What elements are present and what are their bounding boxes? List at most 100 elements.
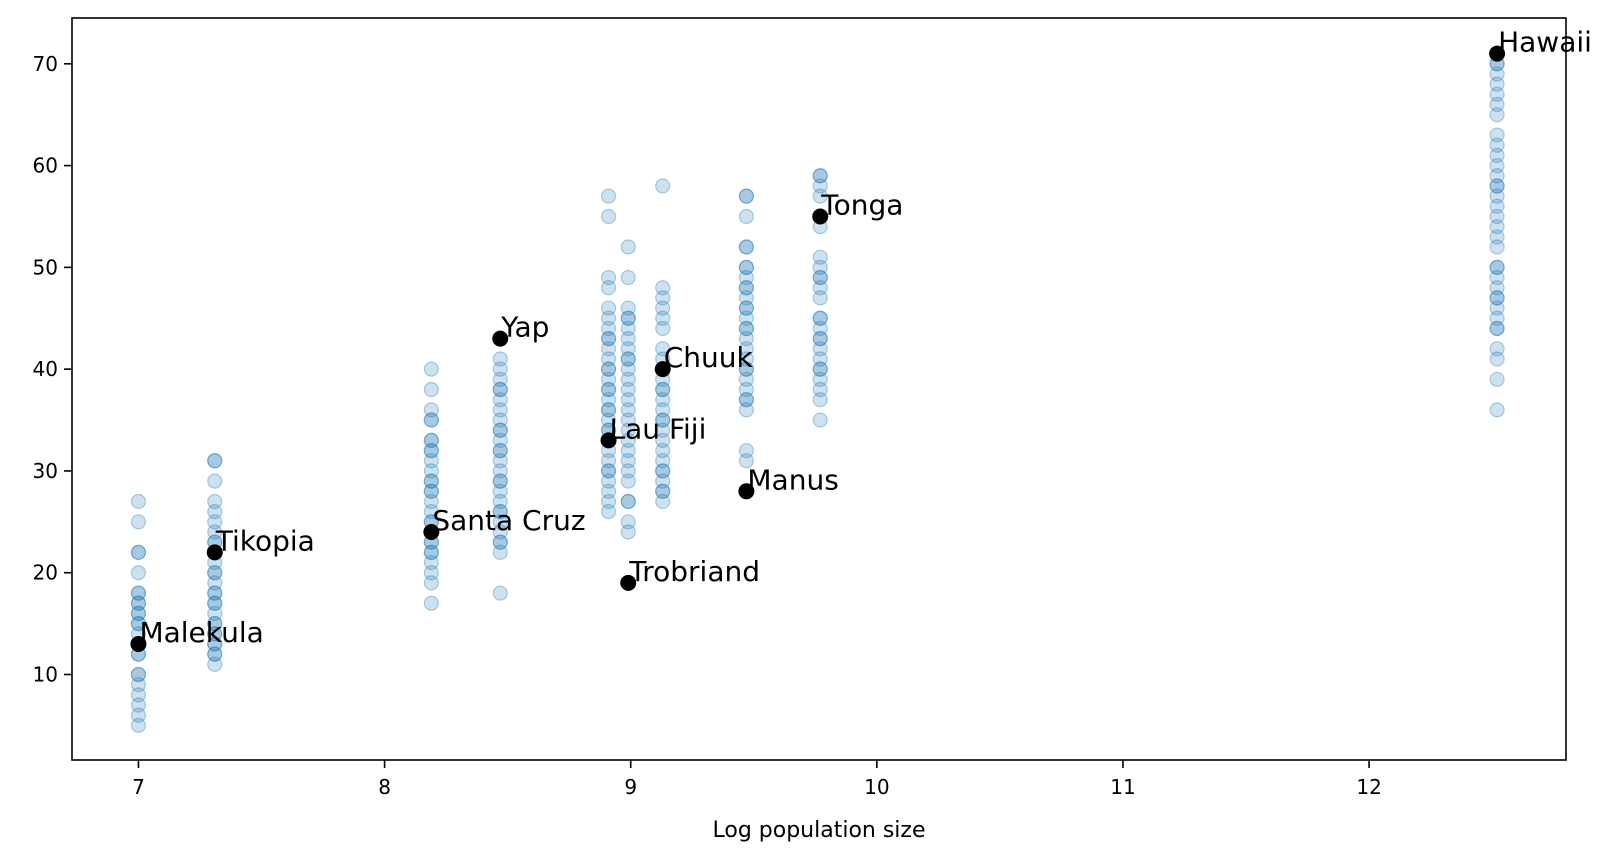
sample-point [423,361,439,377]
sample-point [655,412,671,428]
island-label: Chuuk [664,341,754,374]
sample-point [492,351,508,367]
sample-point [620,341,636,357]
sample-point [1489,320,1505,337]
sample-point [492,585,508,601]
sample-point [1489,229,1505,245]
sample-point [492,534,508,550]
sample-point [620,442,636,459]
sample-point [492,473,508,489]
sample-point [130,595,147,611]
sample-point [492,381,508,398]
sample-point [1489,310,1505,326]
sample-point [130,605,147,622]
sample-point [738,341,754,357]
sample-point [130,666,147,683]
observed-points-layer: Malekula Tikopia Santa Cruz Yap Lau Fiji Trob… [130,26,1592,652]
sample-point [738,381,754,398]
observed-point [738,483,755,500]
x-tick-label: 7 [132,775,145,799]
sample-point [207,656,223,672]
y-tick-label: 70 [33,52,58,76]
sample-point [423,463,439,479]
sample-point [1489,341,1505,357]
sample-point [655,412,671,428]
sample-point [492,534,508,550]
sample-point [600,208,617,225]
sample-point [812,269,828,286]
y-tick-label: 60 [33,154,58,178]
sample-point [655,463,671,479]
sample-point [600,483,617,499]
island-label: Lau Fiji [610,412,707,445]
sample-point [130,514,147,530]
sample-point [738,453,754,469]
sample-point [207,453,223,469]
sample-point [812,168,828,184]
sample-point [600,463,617,479]
sample-point [423,483,439,499]
sample-point [600,381,617,398]
sample-point [738,331,754,347]
sample-point [655,463,671,479]
sample-point [655,392,671,408]
sample-point [812,188,828,204]
sample-point [130,707,147,723]
sample-point [812,280,828,296]
sample-point [655,381,671,398]
sample-point [600,402,617,418]
y-tick-label: 10 [33,663,58,687]
sample-point [207,646,223,662]
sample-point [130,616,147,632]
sample-point [600,371,617,387]
sample-point [600,320,617,337]
sample-point [207,605,223,622]
sample-point [600,493,617,510]
sample-point [620,300,636,316]
observed-point [600,432,617,449]
sample-point [655,300,671,316]
sample-point [130,565,147,581]
sample-point [600,280,617,296]
sample-point [130,493,147,510]
sample-point [655,483,671,499]
sample-point [130,717,147,733]
sample-point [738,361,754,377]
sample-point [620,320,636,337]
sample-point [492,442,508,459]
sample-point [812,168,828,184]
sample-point [207,636,223,652]
observed-point [654,361,671,378]
sample-point [738,239,754,255]
sample-point [655,178,671,194]
observed-point [620,574,637,591]
sample-point [130,677,147,693]
island-label: Malekula [139,616,263,649]
sample-point [1489,66,1505,82]
sample-point [620,514,636,530]
observed-point [492,330,509,347]
sample-point [423,504,439,520]
sample-point [812,178,828,194]
sample-point [1489,147,1505,164]
sample-point [620,422,636,438]
sample-point [1489,300,1505,316]
sample-point [207,565,223,581]
sample-point [738,269,754,286]
sample-point [620,310,636,326]
island-label: Tonga [820,188,903,221]
island-label: Santa Cruz [432,504,585,537]
sample-point [423,442,439,459]
sample-point [738,239,754,255]
sample-point [738,300,754,316]
sample-point [812,361,828,377]
sample-point [738,208,754,225]
sample-point [620,310,636,326]
sample-point [655,280,671,296]
sample-point [492,402,508,418]
sample-point [207,595,223,611]
y-tick-label: 30 [33,459,58,483]
x-tick-label: 10 [864,775,889,799]
sample-point [620,493,636,510]
x-axis-label: Log population size [712,818,925,843]
